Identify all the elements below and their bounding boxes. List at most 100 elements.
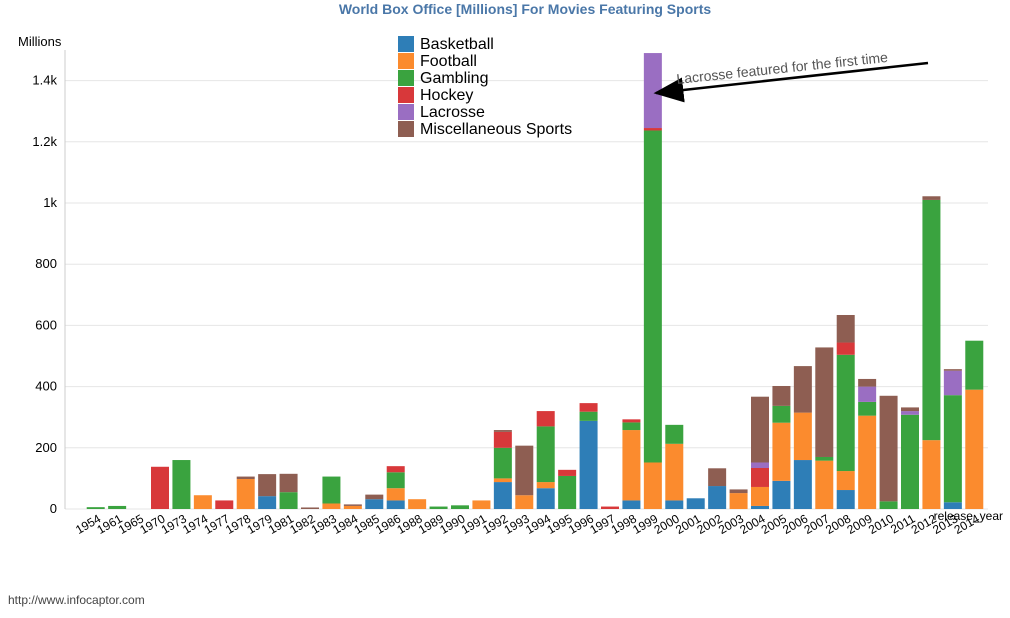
- bar-segment: [708, 468, 727, 487]
- bar-segment: [879, 395, 898, 502]
- bar-segment: [558, 469, 577, 476]
- bar-segment: [193, 495, 212, 509]
- bar-segment: [515, 445, 534, 496]
- x-axis-ticks: 1954196119651970197319741977197819791981…: [73, 511, 982, 537]
- legend: BasketballFootballGamblingHockeyLacrosse…: [398, 36, 572, 138]
- bar-segment: [751, 505, 769, 509]
- bar-segment: [536, 411, 555, 427]
- bar-segment: [836, 342, 855, 355]
- bar-segment: [472, 500, 491, 509]
- bar-segment: [322, 503, 341, 509]
- bar-segment: [279, 473, 298, 493]
- bar-segment: [665, 500, 684, 509]
- bar-segment: [215, 500, 234, 509]
- legend-swatch: [398, 87, 414, 103]
- bar-segment: [793, 412, 812, 461]
- bar-segment: [901, 407, 919, 412]
- legend-label: Gambling: [420, 70, 488, 87]
- bar-segment: [922, 196, 941, 200]
- bar-segment: [879, 501, 898, 509]
- bar-segment: [858, 386, 877, 402]
- bar-segment: [622, 419, 641, 423]
- bar-segment: [151, 466, 169, 509]
- bar-segment: [751, 462, 769, 468]
- bar-segment: [708, 486, 727, 509]
- bar-segment: [751, 467, 769, 487]
- bar-segment: [536, 426, 555, 483]
- bar-segment: [536, 482, 555, 489]
- bar-segment: [665, 443, 684, 501]
- legend-swatch: [398, 53, 414, 69]
- bar-segment: [772, 405, 791, 423]
- legend-swatch: [398, 121, 414, 137]
- bar-segment: [665, 424, 684, 444]
- legend-swatch: [398, 36, 414, 52]
- bar-segment: [301, 507, 319, 509]
- bar-segment: [386, 466, 405, 473]
- bar-segment: [772, 422, 791, 481]
- annotation: Lacrosse featured for the first time: [653, 49, 929, 103]
- annotation-arrow: [653, 61, 929, 103]
- bar-segment: [579, 403, 598, 412]
- y-tick-label: 400: [35, 379, 57, 394]
- y-tick-label: 1k: [43, 195, 57, 210]
- bar-segment: [686, 498, 705, 509]
- bar-segment: [751, 396, 769, 463]
- bar-segment: [729, 493, 748, 509]
- bar-segment: [493, 478, 512, 483]
- bar-segment: [643, 53, 662, 129]
- bar-segment: [922, 199, 941, 441]
- bar-segment: [386, 500, 405, 509]
- bar-segment: [965, 389, 984, 509]
- bar-segment: [901, 411, 919, 415]
- bar-segment: [815, 456, 834, 461]
- bar-segment: [172, 460, 191, 509]
- bars: [86, 53, 984, 509]
- legend-label: Football: [420, 53, 477, 70]
- legend-swatch: [398, 104, 414, 120]
- y-tick-label: 200: [35, 440, 57, 455]
- bar-segment: [493, 430, 512, 432]
- bar-segment: [365, 499, 384, 509]
- bar-segment: [258, 496, 277, 509]
- bar-segment: [343, 504, 362, 506]
- bar-segment: [815, 460, 834, 509]
- bar-segment: [622, 500, 641, 509]
- bar-segment: [836, 354, 855, 472]
- bar-segment: [643, 130, 662, 463]
- bar-segment: [258, 474, 277, 497]
- bar-segment: [236, 476, 255, 480]
- legend-label: Hockey: [420, 87, 473, 104]
- bar-segment: [365, 494, 384, 500]
- y-axis-ticks: 0 200 400 600 800 1k 1.2k 1.4k: [32, 73, 57, 516]
- annotation-text: Lacrosse featured for the first time: [676, 49, 889, 87]
- bar-segment: [236, 479, 255, 509]
- bar-segment: [858, 401, 877, 416]
- bar-segment: [515, 495, 534, 509]
- bar-segment: [901, 414, 919, 509]
- legend-label: Miscellaneous Sports: [420, 121, 572, 138]
- bar-segment: [793, 366, 812, 413]
- bar-segment: [836, 314, 855, 343]
- bar-segment: [601, 506, 619, 509]
- bar-segment: [836, 471, 855, 491]
- bar-segment: [343, 505, 362, 509]
- bar-segment: [558, 475, 577, 509]
- bar-segment: [386, 488, 405, 501]
- bar-segment: [793, 460, 812, 509]
- legend-swatch: [398, 70, 414, 86]
- bar-segment: [386, 472, 405, 489]
- y-tick-label: 0: [50, 501, 57, 516]
- bar-segment: [729, 489, 748, 494]
- gridlines: [65, 80, 988, 510]
- bar-segment: [279, 492, 298, 509]
- bar-segment: [772, 385, 791, 406]
- bar-segment: [451, 505, 469, 509]
- bar-segment: [943, 502, 962, 509]
- bar-segment: [751, 486, 769, 506]
- bar-segment: [579, 411, 598, 421]
- bar-segment: [108, 505, 127, 509]
- bar-segment: [643, 462, 662, 509]
- bar-segment: [579, 420, 598, 509]
